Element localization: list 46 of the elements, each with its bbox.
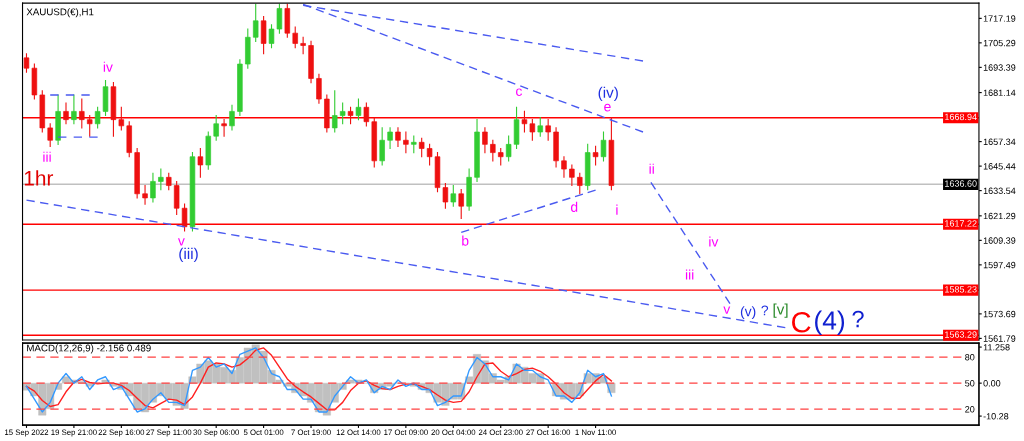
y-tick-label: 0.00 [983,380,1001,387]
chart-title: MACD(12,26,9) -2.156 0.489 [27,344,151,354]
y-tick-label: 1573.69 [983,310,1016,318]
y-tick-label: 1621.29 [983,212,1016,220]
y-tick-label: 1645.44 [983,163,1016,170]
y2-tick-label: 50 [965,380,975,387]
annotation: ? [852,310,864,328]
annotation: iv [103,61,113,72]
y-tick-label: 1561.79 [983,335,1016,342]
annotation: e [604,103,611,112]
annotation: iv [709,236,719,247]
annotation: ? [761,305,769,316]
annotation: [v] [773,303,788,318]
annotation: c [516,88,523,96]
annotation: (iv) [598,86,618,102]
annotation: (iii) [179,247,198,263]
annotation: 1hr [24,170,54,186]
ref-line-label: 1668.94 [945,113,977,121]
y-tick-label: 1693.39 [983,64,1016,71]
annotation: (v) [740,306,756,320]
y-tick-label: 1609.39 [983,237,1016,244]
ref-line-label: 1636.60 [945,180,977,187]
y2-tick-label: 80 [965,354,975,361]
annotation: d [570,201,578,212]
y-tick-label: 1705.29 [983,39,1016,47]
annotation: b [462,235,469,246]
annotation: v [723,306,731,314]
y-tick-label: 1657.34 [983,138,1016,145]
chart-title: XAUUSD(€),H1 [26,8,94,18]
y-tick-label: 1597.49 [983,261,1016,269]
ref-line-label: 1563.29 [945,331,977,338]
annotation: iii [43,151,51,162]
y-tick-label: 1681.14 [983,89,1016,96]
ref-line-label: 1585.23 [945,286,977,293]
ref-line-label: 1617.22 [945,220,977,227]
y-tick-label: -10.28 [983,413,1009,420]
annotation: C [792,311,811,333]
y-tick-label: 1633.54 [983,187,1016,194]
y2-tick-label: 20 [965,406,975,413]
annotation: (4) [815,310,845,335]
y-tick-label: 11.258 [983,344,1010,351]
annotation: v [177,238,185,246]
annotation: i [616,204,618,215]
annotation: ii [649,163,654,174]
annotation: iii [685,269,694,280]
y-tick-label: 1717.19 [983,15,1016,22]
